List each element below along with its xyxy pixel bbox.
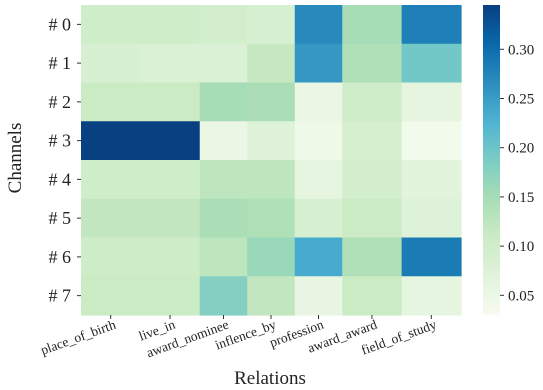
heatmap-cell — [401, 5, 462, 45]
heatmap-cell — [247, 82, 296, 122]
heatmap-cell — [140, 82, 201, 122]
heatmap-cell — [342, 276, 403, 316]
x-axis-label: Relations — [234, 368, 306, 389]
heatmap-cell — [199, 82, 248, 122]
heatmap-cell — [199, 237, 248, 277]
heatmap-cell — [294, 43, 343, 84]
heatmap-cell — [294, 82, 343, 122]
heatmap-cell — [401, 43, 462, 84]
heatmap-cell — [81, 43, 141, 84]
heatmap-cell — [81, 198, 141, 239]
y-tick-label: # 7 — [49, 286, 72, 306]
heatmap-cell — [401, 121, 462, 161]
heatmap-cell — [401, 276, 462, 316]
heatmap-cell — [199, 121, 248, 161]
heatmap-cell — [81, 237, 141, 277]
heatmap-cell — [342, 82, 403, 122]
heatmap-cell — [294, 121, 343, 161]
y-tick-label: # 0 — [49, 14, 72, 34]
heatmap-cell — [294, 198, 343, 239]
heatmap-cell — [199, 276, 248, 316]
heatmap-cell — [247, 121, 296, 161]
heatmap-cell — [81, 82, 141, 122]
heatmap-cell — [81, 121, 141, 161]
heatmap-cell — [247, 276, 296, 316]
heatmap-cell — [401, 160, 462, 200]
colorbar-tick-label: 0.20 — [508, 141, 534, 157]
heatmap-cell — [247, 237, 296, 277]
y-tick-label: # 3 — [49, 131, 72, 151]
heatmap-cell — [401, 198, 462, 239]
heatmap-cell — [342, 121, 403, 161]
heatmap-cell — [81, 276, 141, 316]
heatmap-cell — [247, 160, 296, 200]
colorbar-tick-label: 0.30 — [508, 42, 534, 58]
heatmap-cell — [342, 237, 403, 277]
heatmap-cell — [342, 5, 403, 45]
x-tick-labels: place_of_birth live_inaward_nomineeinflen… — [39, 315, 439, 360]
heatmap-cells — [81, 5, 462, 316]
colorbar-gradient — [483, 5, 500, 315]
y-tick-label: # 6 — [49, 247, 72, 267]
heatmap-cell — [199, 198, 248, 239]
y-tick-label: # 4 — [49, 169, 72, 189]
y-tick-labels: # 0 # 1 # 2 # 3 # 4 # 5 # 6 # 7 — [49, 14, 81, 306]
y-axis-label: Channels — [5, 123, 26, 194]
heatmap-cell — [81, 160, 141, 200]
heatmap-cell — [294, 160, 343, 200]
colorbar-tick-label: 0.05 — [508, 288, 534, 304]
heatmap-cell — [247, 198, 296, 239]
colorbar-tick-label: 0.10 — [508, 239, 534, 255]
colorbar-tick-label: 0.15 — [508, 190, 534, 206]
heatmap-cell — [140, 5, 201, 45]
heatmap-cell — [247, 43, 296, 84]
heatmap-cell — [294, 5, 343, 45]
colorbar: 0.05 0.10 0.15 0.20 0.25 0.30 — [483, 5, 534, 315]
heatmap-cell — [342, 43, 403, 84]
heatmap-cell — [247, 5, 296, 45]
heatmap-cell — [294, 237, 343, 277]
x-tick-label: place_of_birth — [39, 317, 118, 358]
heatmap-cell — [199, 43, 248, 84]
heatmap-cell — [140, 160, 201, 200]
heatmap-cell — [401, 82, 462, 122]
y-tick-label: # 1 — [49, 53, 72, 73]
heatmap-cell — [140, 276, 201, 316]
colorbar-tick-label: 0.25 — [508, 91, 534, 107]
heatmap-cell — [81, 5, 141, 45]
heatmap-cell — [342, 198, 403, 239]
heatmap-cell — [140, 198, 201, 239]
y-tick-label: # 2 — [49, 92, 72, 112]
y-tick-label: # 5 — [49, 208, 72, 228]
heatmap-cell — [140, 43, 201, 84]
heatmap-cell — [140, 121, 201, 161]
heatmap-cell — [140, 237, 201, 277]
heatmap-cell — [199, 160, 248, 200]
heatmap-cell — [342, 160, 403, 200]
heatmap-cell — [199, 5, 248, 45]
heatmap-cell — [294, 276, 343, 316]
heatmap-cell — [401, 237, 462, 277]
